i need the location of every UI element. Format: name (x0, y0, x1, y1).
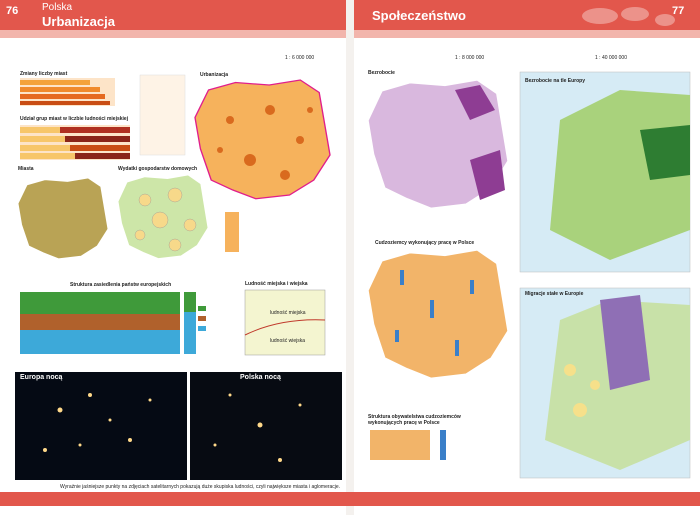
panel-title: Zmiany liczby miast (20, 71, 68, 77)
photo-title: Europa nocą (20, 374, 63, 381)
series-label: ludność wiejska (270, 338, 306, 344)
panel-title: Miasta (18, 166, 34, 172)
scale: 1 : 6 000 000 (285, 55, 315, 61)
page-number: 76 (6, 5, 19, 17)
panel-title: Migracje stałe w Europie (525, 291, 584, 297)
series-label: ludność miejska (270, 310, 306, 316)
panel-title: Struktura zasiedlenia państw europejskic… (70, 282, 172, 288)
panel-title: Urbanizacja (200, 72, 229, 78)
page-number: 77 (672, 5, 685, 17)
caption: Wyraźnie jaśniejsze punkty na zdjęciach … (60, 484, 341, 490)
panel-title: Bezrobocie (368, 70, 395, 76)
panel-title: Udział grup miast w liczbie ludności mie… (20, 116, 129, 122)
scale: 1 : 40 000 000 (595, 55, 627, 61)
country: Polska (42, 2, 73, 13)
panel-title: Bezrobocie na tle Europy (525, 78, 586, 84)
scale: 1 : 8 000 000 (455, 55, 485, 61)
page-title: Urbanizacja (42, 14, 115, 29)
panel-title: Struktura obywatelstwa cudzoziemców wyko… (368, 414, 461, 426)
photo-title: Polska nocą (240, 374, 281, 381)
panel-title: Cudzoziemcy wykonujący pracę w Polsce (375, 240, 475, 246)
panel-title: Ludność miejska i wiejska (245, 281, 308, 287)
page-title: Społeczeństwo (372, 8, 466, 23)
panel-title: Wydatki gospodarstw domowych (118, 166, 198, 172)
